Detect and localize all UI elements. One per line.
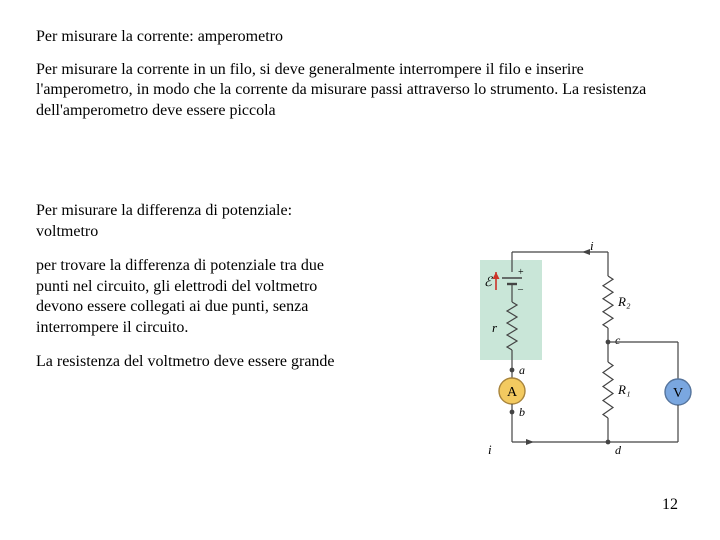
svg-text:R₁: R₁ [617,382,630,397]
svg-text:V: V [673,386,683,401]
svg-text:R₂: R₂ [617,294,631,309]
svg-text:–: – [517,284,524,295]
section2-paragraph2: La resistenza del voltmetro deve essere … [36,352,356,372]
section1-title: Per misurare la corrente: amperometro [36,28,684,46]
svg-text:d: d [615,443,622,457]
svg-text:A: A [507,385,518,400]
svg-text:a: a [519,363,525,377]
svg-text:b: b [519,405,525,419]
svg-text:+: + [518,267,524,278]
svg-text:i: i [488,442,492,457]
section2-title: Per misurare la differenza di potenziale… [36,201,356,242]
section1-paragraph: Per misurare la corrente in un filo, si … [36,60,656,121]
svg-text:c: c [615,333,621,347]
svg-text:i: i [590,242,594,253]
page-number: 12 [662,496,678,514]
circuit-diagram: iℰ+–raAbiR₂cR₁dV [458,242,694,462]
section2-paragraph1: per trovare la differenza di potenziale … [36,256,356,338]
svg-text:ℰ: ℰ [484,274,493,289]
